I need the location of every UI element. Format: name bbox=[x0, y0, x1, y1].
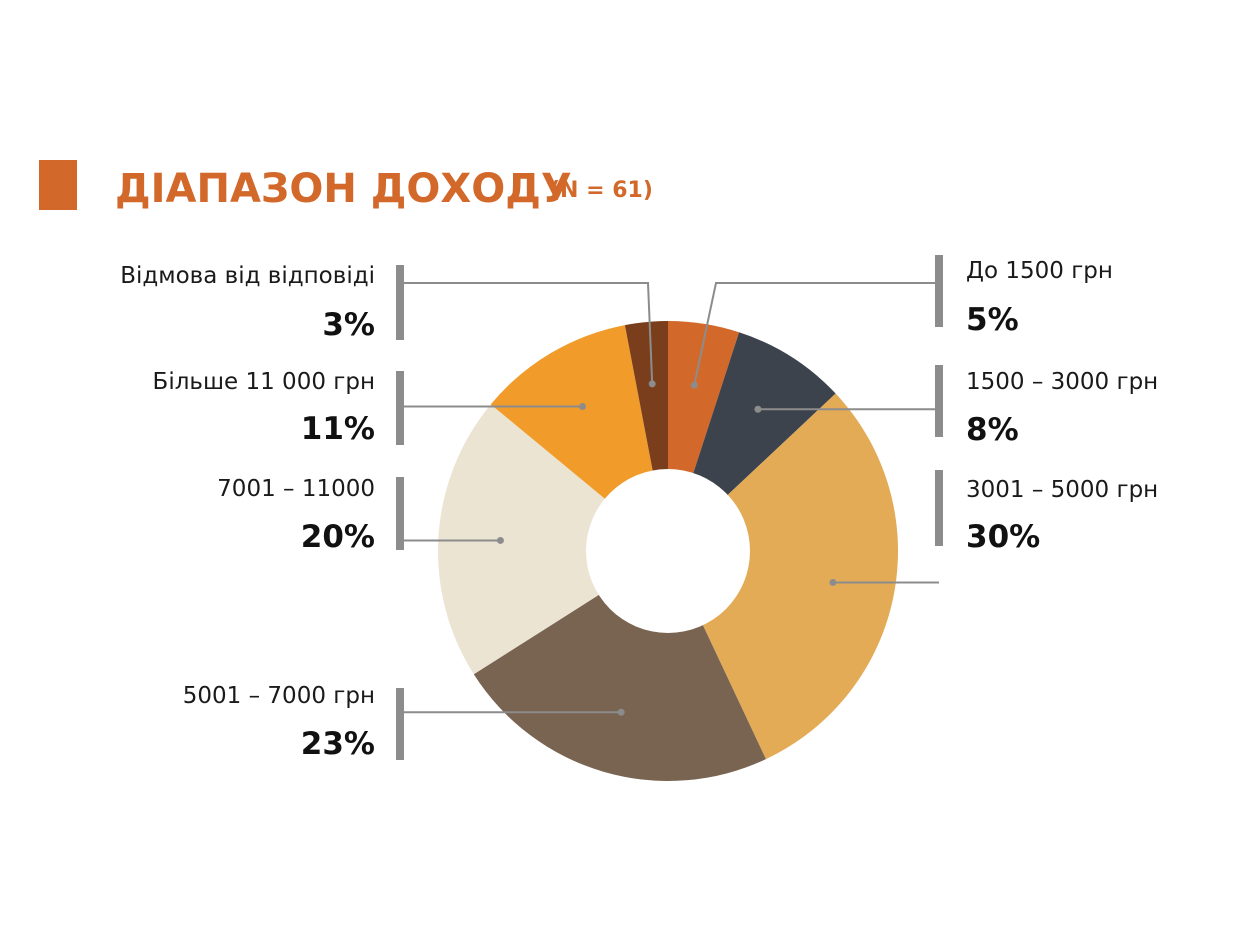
label-bar bbox=[396, 477, 404, 550]
slice-percent-label: 30% bbox=[966, 519, 1040, 555]
label-bar bbox=[396, 371, 404, 445]
leader-dot bbox=[829, 578, 837, 586]
slice-category-label: 5001 – 7000 грн bbox=[183, 683, 375, 709]
leader-line bbox=[693, 282, 939, 386]
label-bar bbox=[935, 470, 943, 546]
chart-subtitle: (N = 61) bbox=[550, 178, 653, 203]
pie-slice bbox=[437, 404, 668, 675]
leader-dot bbox=[648, 380, 656, 388]
slice-category-label: 7001 – 11000 bbox=[217, 476, 375, 502]
leader-dot bbox=[579, 402, 587, 410]
leader-lines bbox=[400, 282, 939, 716]
title-marker bbox=[39, 160, 77, 210]
slice-category-label: 1500 – 3000 грн bbox=[966, 369, 1158, 395]
slice-percent-label: 5% bbox=[966, 302, 1019, 338]
slice-category-label: Більше 11 000 грн bbox=[153, 369, 375, 395]
label-bar bbox=[396, 265, 404, 340]
leader-line bbox=[400, 282, 654, 384]
leader-dot bbox=[496, 536, 504, 544]
slice-percent-label: 20% bbox=[301, 519, 375, 555]
leader-dot bbox=[690, 381, 698, 389]
label-bar bbox=[935, 365, 943, 437]
donut-hole bbox=[586, 469, 750, 633]
slice-category-label: 3001 – 5000 грн bbox=[966, 477, 1158, 503]
slice-percent-label: 3% bbox=[322, 307, 375, 343]
slice-category-label: До 1500 грн bbox=[966, 258, 1113, 284]
label-bar bbox=[935, 255, 943, 327]
label-bar bbox=[396, 688, 404, 760]
slice-category-label: Відмова від відповіді bbox=[120, 263, 375, 289]
pie-slice bbox=[668, 393, 898, 760]
slice-percent-label: 11% bbox=[301, 411, 375, 447]
slice-percent-label: 8% bbox=[966, 412, 1019, 448]
chart-title: ДІАПАЗОН ДОХОДУ bbox=[115, 166, 572, 212]
slice-percent-label: 23% bbox=[301, 726, 375, 762]
slice-labels: До 1500 грн 5% 1500 – 3000 грн 8% 3001 – 500… bbox=[120, 255, 1158, 762]
leader-dot bbox=[754, 405, 762, 413]
leader-dot bbox=[617, 708, 625, 716]
